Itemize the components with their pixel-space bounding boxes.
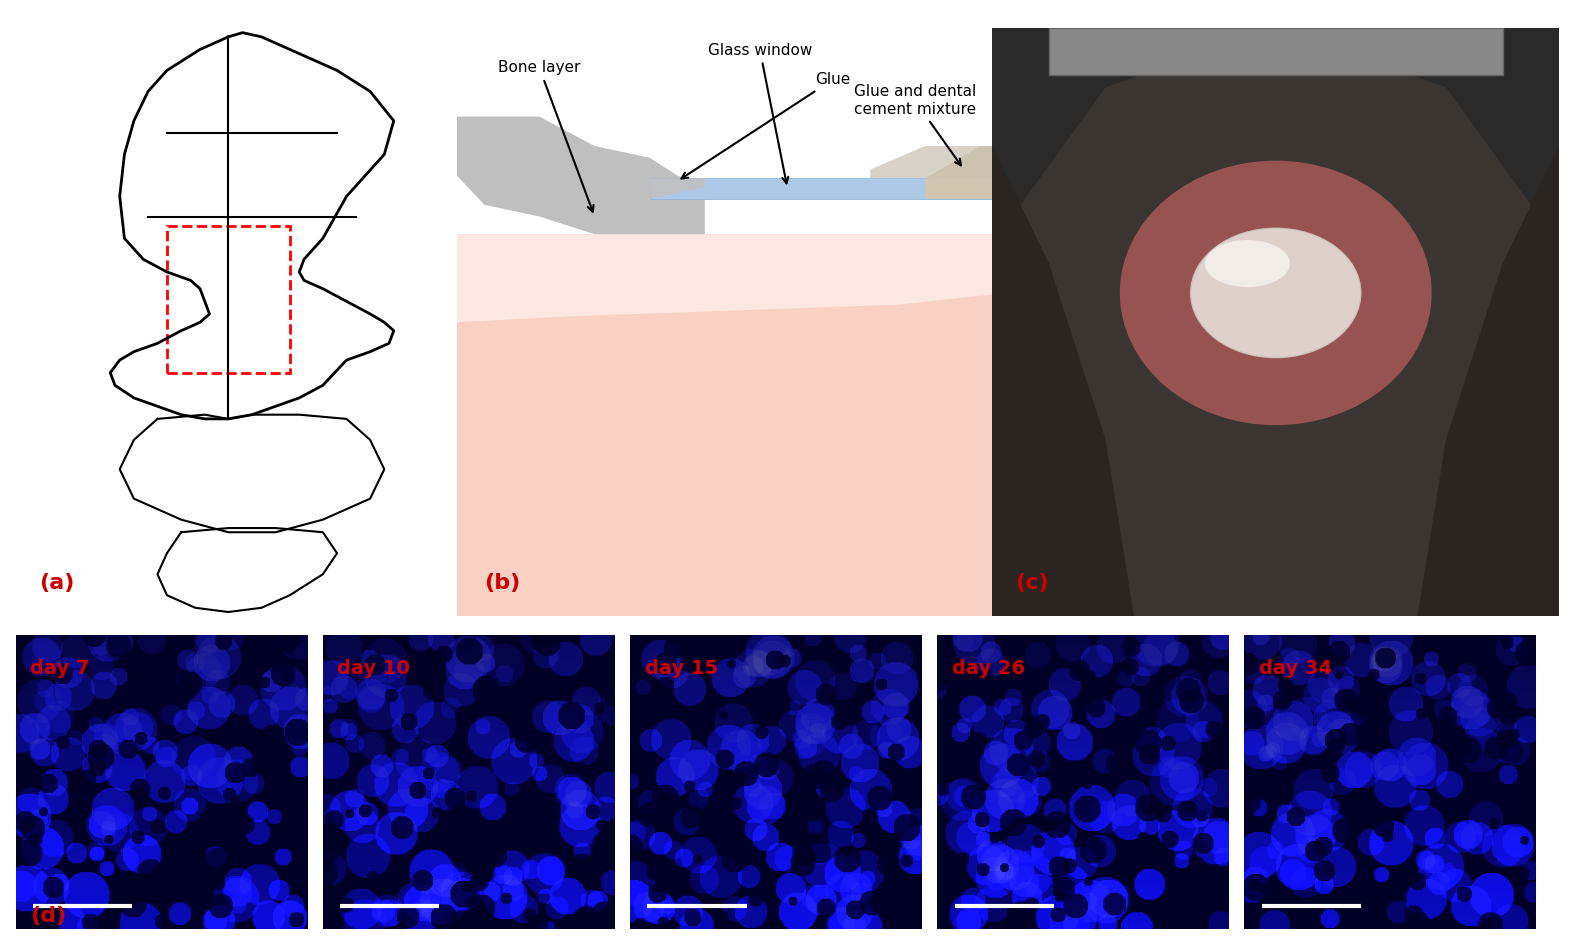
Polygon shape xyxy=(992,146,1134,616)
Text: day 10: day 10 xyxy=(337,659,411,678)
Polygon shape xyxy=(457,234,1008,322)
Ellipse shape xyxy=(1120,161,1432,425)
Polygon shape xyxy=(622,178,706,199)
Polygon shape xyxy=(926,146,1008,199)
Ellipse shape xyxy=(1191,228,1361,357)
Text: (d): (d) xyxy=(30,905,66,925)
Bar xyxy=(1049,28,1503,76)
Text: (b): (b) xyxy=(484,573,521,592)
Bar xyxy=(167,226,290,373)
Text: Glue and dental
cement mixture: Glue and dental cement mixture xyxy=(854,84,976,165)
Text: Bone layer: Bone layer xyxy=(498,61,594,211)
Text: Glass window: Glass window xyxy=(707,43,813,183)
Text: (c): (c) xyxy=(1014,573,1049,592)
Text: day 7: day 7 xyxy=(30,659,90,678)
Text: day 26: day 26 xyxy=(951,659,1025,678)
Polygon shape xyxy=(1418,146,1559,616)
Bar xyxy=(649,178,1008,199)
Text: (a): (a) xyxy=(39,573,74,592)
Text: Glue: Glue xyxy=(682,72,851,178)
Text: day 34: day 34 xyxy=(1258,659,1332,678)
Polygon shape xyxy=(869,146,1008,178)
Polygon shape xyxy=(457,117,706,234)
Text: day 15: day 15 xyxy=(644,659,718,678)
Polygon shape xyxy=(1021,28,1531,616)
FancyBboxPatch shape xyxy=(457,234,1008,616)
Ellipse shape xyxy=(1205,240,1290,287)
